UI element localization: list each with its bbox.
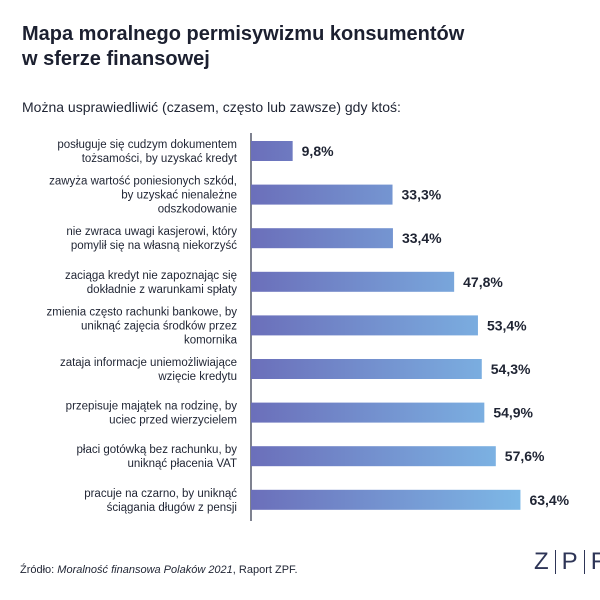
category-label-line: komornika (184, 334, 238, 346)
category-label-line: płaci gotówką bez rachunku, by (77, 444, 238, 456)
bar (251, 359, 482, 379)
category-label-line: uniknąć zajęcia środków przez (81, 320, 237, 332)
logo-divider (583, 550, 585, 574)
data-label: 47,8% (463, 274, 503, 290)
category-label-line: odszkodowanie (158, 204, 237, 216)
category-label-line: nie zwraca uwagi kasjerowi, który (66, 226, 237, 238)
bar (251, 228, 393, 249)
zpf-logo: Z P F (534, 548, 600, 576)
source-prefix: Źródło: (20, 564, 58, 576)
data-label: 54,3% (491, 361, 531, 377)
logo-letter-f: F (590, 548, 600, 575)
category-label-line: posługuje się cudzym dokumentem (57, 139, 237, 151)
source-suffix: , Raport ZPF. (232, 564, 298, 576)
source-note: Źródło: Moralność finansowa Polaków 2021… (20, 564, 298, 576)
category-label: posługuje się cudzym dokumentem tożsamośc… (57, 139, 237, 165)
chart-title-line1: Mapa moralnego permisywizmu konsumentów (22, 23, 465, 45)
category-label-line: uciec przed wierzycielem (109, 415, 237, 427)
bar (251, 271, 455, 292)
bar (251, 184, 393, 205)
category-label-line: zataja informacje uniemożliwiające (60, 357, 237, 369)
category-label-line: uniknąć płacenia VAT (127, 458, 237, 470)
category-label: zaciąga kredyt nie zapoznając się dokładn… (65, 270, 237, 296)
chart-title-line2: w sferze finansowej (22, 48, 210, 70)
chart-subtitle: Można usprawiedliwić (czasem, często lub… (22, 99, 401, 115)
category-label-line: zaciąga kredyt nie zapoznając się (65, 270, 237, 282)
category-label-line: przepisuje majątek na rodzinę, by (66, 401, 238, 413)
logo-letter-p: P (561, 548, 578, 575)
category-label-line: tożsamości, by uzyskać kredyt (82, 153, 238, 165)
logo-divider (554, 550, 556, 574)
category-label: zmienia często rachunki bankowe, by unikn… (47, 306, 238, 346)
data-label: 57,6% (505, 448, 545, 464)
data-label: 63,4% (529, 492, 569, 508)
category-label: nie zwraca uwagi kasjerowi, który pomylił… (66, 226, 237, 252)
category-label: zawyża wartość poniesionych szkód, by uzy… (49, 176, 237, 216)
category-label-line: dokładnie z warunkami spłaty (87, 284, 237, 296)
category-label-line: zmienia często rachunki bankowe, by (47, 306, 238, 318)
data-label: 53,4% (487, 317, 527, 333)
category-label-line: pomylił się na własną niekorzyść (71, 240, 237, 252)
data-label: 33,4% (402, 230, 442, 246)
category-label-line: by uzyskać nienależne (121, 190, 237, 202)
category-label-line: zawyża wartość poniesionych szkód, (49, 176, 237, 188)
bar (251, 141, 293, 161)
data-label: 33,3% (402, 187, 442, 203)
bar (251, 489, 521, 510)
category-label-line: pracuje na czarno, by uniknąć (84, 488, 237, 500)
category-label-line: ściągania długów z pensji (107, 502, 237, 514)
bar (251, 446, 496, 467)
category-label: zataja informacje uniemożliwiające wzięci… (60, 357, 237, 383)
data-label: 9,8% (302, 143, 334, 159)
bar (251, 315, 478, 336)
category-label: pracuje na czarno, by uniknąć ściągania d… (84, 488, 237, 514)
bar (251, 402, 485, 423)
chart-title: Mapa moralnego permisywizmu konsumentów … (22, 22, 542, 72)
category-label-line: wzięcie kredytu (157, 371, 237, 383)
category-label: przepisuje majątek na rodzinę, by uciec p… (66, 401, 238, 427)
source-title: Moralność finansowa Polaków 2021 (57, 564, 233, 576)
logo-letter-z: Z (534, 548, 549, 575)
category-label: płaci gotówką bez rachunku, by uniknąć pł… (77, 444, 238, 470)
data-label: 54,9% (493, 405, 533, 421)
